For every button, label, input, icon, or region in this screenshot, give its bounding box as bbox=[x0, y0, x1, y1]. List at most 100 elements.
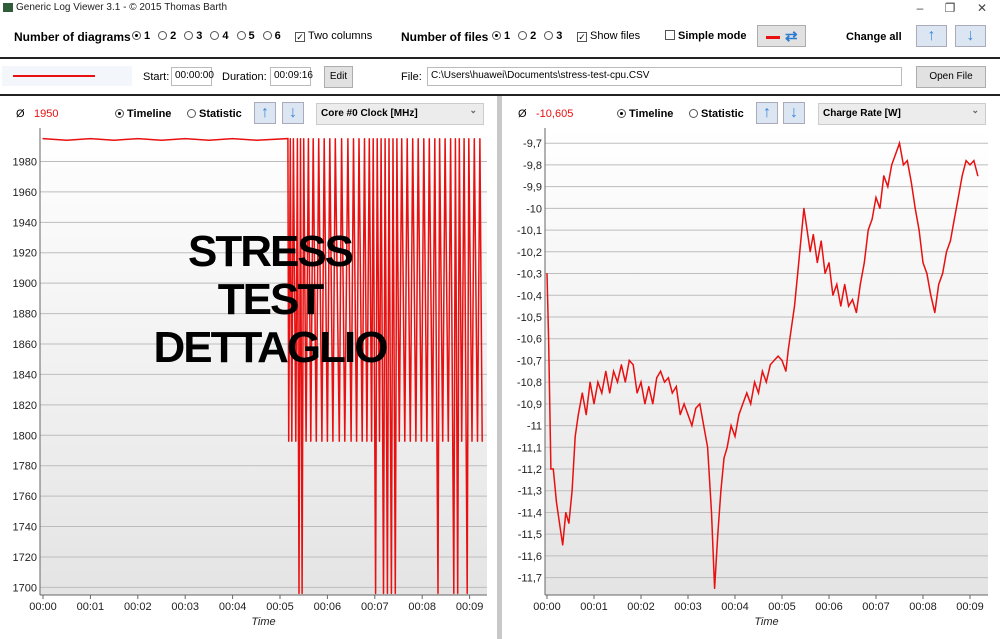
timeline-radio[interactable]: Timeline bbox=[617, 108, 673, 120]
data-point bbox=[431, 440, 434, 442]
data-point bbox=[953, 218, 955, 220]
data-point bbox=[463, 138, 465, 140]
data-point bbox=[730, 424, 732, 427]
y-tick-label: 1820 bbox=[13, 400, 37, 412]
data-point bbox=[593, 403, 595, 405]
data-point bbox=[863, 262, 865, 264]
diagram-radio-2[interactable]: 2 bbox=[158, 30, 176, 42]
timeline-radio[interactable]: Timeline bbox=[115, 108, 171, 120]
channel-select[interactable]: Core #0 Clock [MHz] bbox=[316, 103, 484, 125]
data-point bbox=[961, 175, 963, 177]
data-point bbox=[632, 364, 634, 366]
data-point bbox=[787, 348, 789, 351]
data-point bbox=[406, 138, 408, 140]
file-path-input[interactable]: C:\Users\huawei\Documents\stress-test-cp… bbox=[427, 67, 902, 86]
data-point bbox=[949, 240, 952, 242]
simple-mode-checkbox[interactable]: Simple mode bbox=[665, 30, 746, 42]
data-point bbox=[315, 440, 317, 442]
data-point bbox=[742, 403, 744, 405]
x-tick-label: 00:08 bbox=[909, 601, 937, 613]
data-point bbox=[605, 370, 607, 372]
statistic-radio[interactable]: Statistic bbox=[689, 108, 744, 120]
statistic-radio[interactable]: Statistic bbox=[187, 108, 242, 120]
diagram-radio-1[interactable]: 1 bbox=[132, 30, 150, 42]
start-input[interactable]: 00:00:00 bbox=[171, 67, 214, 86]
data-point bbox=[667, 377, 670, 379]
file-radio-2[interactable]: 2 bbox=[518, 30, 536, 42]
x-tick-label: 00:03 bbox=[171, 601, 199, 613]
move-up-button[interactable]: ↑ bbox=[254, 102, 276, 124]
data-point bbox=[468, 138, 470, 140]
data-point bbox=[361, 440, 363, 442]
data-point bbox=[137, 138, 139, 140]
data-point bbox=[450, 138, 452, 140]
data-point bbox=[765, 381, 767, 383]
data-point bbox=[652, 403, 654, 405]
two-columns-checkbox[interactable]: ✓ Two columns bbox=[295, 30, 373, 42]
x-tick-label: 00:02 bbox=[124, 601, 152, 613]
diagram-radio-4[interactable]: 4 bbox=[210, 30, 229, 42]
overlay-caption: STRESS TEST DETTAGLIO bbox=[153, 227, 389, 372]
x-tick-label: 00:08 bbox=[408, 601, 436, 613]
data-point bbox=[184, 138, 186, 140]
panel-splitter[interactable] bbox=[497, 96, 502, 639]
y-tick-label: -11 bbox=[527, 421, 542, 433]
move-up-button[interactable]: ↑ bbox=[756, 102, 778, 124]
data-point bbox=[428, 138, 430, 140]
edit-button[interactable]: Edit bbox=[324, 66, 353, 88]
restore-button[interactable]: ❐ bbox=[944, 1, 956, 15]
minimize-button[interactable]: – bbox=[916, 1, 924, 15]
data-point bbox=[926, 272, 928, 275]
y-tick-label: 1960 bbox=[13, 187, 37, 199]
data-point bbox=[473, 138, 475, 140]
y-tick-label: -9,7 bbox=[523, 138, 542, 150]
data-point bbox=[447, 440, 449, 442]
data-point bbox=[746, 392, 748, 394]
data-point bbox=[341, 138, 343, 140]
show-files-checkbox[interactable]: ✓ Show files bbox=[577, 30, 641, 42]
file-label: File: bbox=[401, 71, 422, 83]
data-point bbox=[828, 262, 830, 264]
x-tick-label: 00:06 bbox=[314, 601, 342, 613]
move-down-button[interactable]: ↓ bbox=[783, 102, 805, 124]
data-point bbox=[675, 385, 677, 388]
checkmark-icon: ✓ bbox=[577, 32, 587, 42]
data-point bbox=[466, 592, 468, 595]
diagram-radio-5[interactable]: 5 bbox=[236, 30, 255, 42]
file-radio-1[interactable]: 1 bbox=[492, 30, 510, 42]
change-all-up-button[interactable]: ↑ bbox=[916, 25, 947, 47]
diagram-radio-3[interactable]: 3 bbox=[184, 30, 202, 42]
data-point bbox=[840, 305, 842, 307]
data-point bbox=[571, 490, 573, 492]
data-point bbox=[793, 305, 796, 307]
duration-input[interactable]: 00:09:16 bbox=[270, 67, 313, 86]
channel-select[interactable]: Charge Rate [W] bbox=[818, 103, 986, 125]
data-point bbox=[832, 294, 834, 296]
x-tick-label: 00:01 bbox=[580, 601, 608, 613]
open-file-button[interactable]: Open File bbox=[916, 66, 986, 88]
data-point bbox=[945, 251, 948, 253]
file-radio-3[interactable]: 3 bbox=[544, 30, 562, 42]
separator bbox=[0, 94, 1000, 96]
data-point bbox=[879, 207, 881, 209]
move-down-button[interactable]: ↓ bbox=[282, 102, 304, 124]
close-button[interactable]: ✕ bbox=[976, 1, 988, 15]
y-tick-label: 1840 bbox=[13, 369, 37, 381]
y-tick-label: -10,1 bbox=[517, 225, 542, 237]
arrow-down-icon: ↓ bbox=[289, 104, 297, 121]
window-title: Generic Log Viewer 3.1 - © 2015 Thomas B… bbox=[16, 2, 228, 13]
line-color-swap-button[interactable]: ⇄ bbox=[757, 25, 806, 47]
data-point bbox=[444, 138, 446, 140]
x-tick-label: 00:04 bbox=[219, 601, 247, 613]
diagram-radio-6[interactable]: 6 bbox=[262, 30, 281, 42]
data-point bbox=[977, 175, 979, 177]
data-point bbox=[871, 218, 873, 220]
data-point bbox=[738, 414, 740, 416]
y-tick-label: 1740 bbox=[13, 522, 37, 534]
data-point bbox=[552, 468, 554, 470]
data-point bbox=[89, 138, 91, 140]
change-all-down-button[interactable]: ↓ bbox=[955, 25, 986, 47]
data-point bbox=[160, 139, 163, 141]
data-point bbox=[547, 338, 550, 340]
data-point bbox=[906, 159, 908, 162]
